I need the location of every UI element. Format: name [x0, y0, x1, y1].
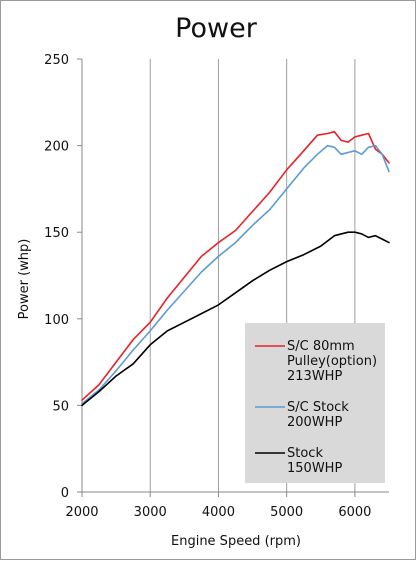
- legend-label-2: 150WHP: [287, 461, 342, 476]
- y-tick-label: 100: [44, 313, 69, 328]
- series-line-1: [81, 144, 390, 405]
- y-axis-label: Power (whp): [17, 239, 32, 320]
- legend-label-1: S/C Stock: [287, 400, 349, 415]
- series-line-0: [81, 130, 390, 402]
- series-line-2: [81, 231, 390, 407]
- y-tick-label: 50: [52, 399, 69, 414]
- tick-labels: 2000 3000 4000 5000 6000 0 50 100 150 200 250: [44, 53, 371, 520]
- legend-label-0: Pulley(option): [287, 354, 377, 369]
- legend-label-0: 213WHP: [287, 369, 342, 384]
- x-tick-label: 3000: [134, 505, 167, 520]
- y-tick-label: 200: [44, 140, 69, 155]
- legend-label-2: Stock: [287, 446, 323, 461]
- x-axis-label: Engine Speed (rpm): [171, 534, 301, 549]
- chart-title: Power: [175, 13, 258, 44]
- axes: [77, 58, 389, 497]
- y-tick-label: 250: [44, 53, 69, 68]
- x-tick-label: 6000: [338, 505, 371, 520]
- legend-label-1: 200WHP: [287, 415, 342, 430]
- x-tick-label: 4000: [202, 505, 235, 520]
- x-tick-label: 5000: [270, 505, 303, 520]
- legend-box: [245, 323, 385, 483]
- x-tick-label: 2000: [65, 505, 98, 520]
- data-series: [81, 130, 390, 407]
- y-tick-label: 150: [44, 226, 69, 241]
- legend-label-0: S/C 80mm: [287, 339, 355, 354]
- y-tick-label: 0: [61, 486, 69, 501]
